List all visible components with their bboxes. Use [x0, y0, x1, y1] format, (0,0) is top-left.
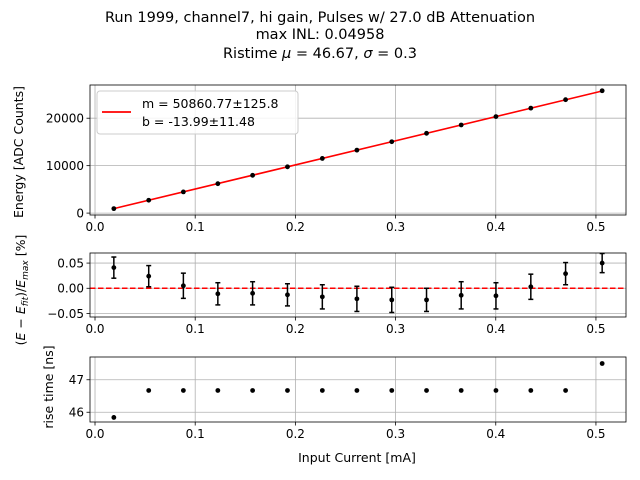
energy-vs-current-point-6: [319, 156, 325, 161]
rise-time-point-8: [389, 388, 395, 393]
legend-entry-b: b = -13.99±11.48: [142, 114, 255, 129]
rise-time-xtick-label-3: 0.3: [386, 427, 405, 441]
risetime-panel: 0.0 0.1 0.2 0.3 0.4 0.5 46 47: [69, 356, 627, 441]
inl-residuals-point-10: [458, 292, 464, 298]
rise-time-point-11: [493, 388, 499, 393]
inl-residuals-point-1: [146, 273, 152, 279]
energy-vs-current-point-0: [111, 206, 117, 212]
rise-time-ytick-label-0: 46: [69, 406, 84, 420]
inl-residuals-ytick-label-1: 0.00: [57, 282, 84, 296]
rise-time-xtick-label-2: 0.2: [286, 427, 305, 441]
energy-vs-current-point-11: [493, 114, 499, 119]
inl-residuals-point-13: [563, 271, 568, 277]
inl-residuals-point-8: [389, 297, 395, 303]
energy-vs-current-point-13: [563, 97, 568, 103]
rise-time-point-13: [563, 388, 568, 393]
inl-residuals-ytick-label-0: −0.05: [47, 307, 84, 321]
inl-residuals-frame: [89, 252, 627, 318]
legend-box: [96, 90, 299, 135]
rise-time-xtick-label-4: 0.4: [486, 427, 505, 441]
rise-time-frame: [89, 356, 627, 423]
risetime-ylabel: rise time [ns]: [41, 345, 56, 428]
inl-panel: 0.0 0.1 0.2 0.3 0.4 0.5 −0.05 0.00 0.05: [47, 252, 627, 336]
energy-vs-current-xtick-label-3: 0.3: [386, 220, 405, 234]
title-line-3: Ristime μ = 46.67, σ = 0.3: [223, 46, 417, 62]
rise-time-point-9: [424, 388, 429, 393]
rise-time-point-6: [319, 388, 325, 393]
energy-vs-current-xtick-label-0: 0.0: [85, 220, 104, 234]
energy-vs-current-xtick-label-5: 0.5: [586, 220, 605, 234]
energy-vs-current-ytick-label-2: 20000: [46, 112, 84, 126]
inl-residuals-xtick-label-3: 0.3: [386, 322, 405, 336]
inl-residuals-point-7: [354, 296, 360, 302]
energy-vs-current-point-10: [458, 122, 464, 128]
energy-vs-current-point-9: [424, 130, 429, 136]
rise-time-ytick-label-1: 47: [69, 373, 84, 387]
inl-residuals-point-14: [599, 260, 605, 266]
inl-residuals-point-2: [180, 283, 186, 289]
energy-vs-current-point-8: [389, 139, 395, 145]
rise-time-point-3: [215, 388, 221, 393]
energy-vs-current-point-3: [215, 181, 221, 187]
inl-residuals-xtick-label-1: 0.1: [186, 322, 205, 336]
energy-panel: 0.0 0.1 0.2 0.3 0.4 0.5 0 10000 20000: [46, 84, 627, 234]
energy-vs-current-xtick-label-4: 0.4: [486, 220, 505, 234]
energy-vs-current-point-2: [180, 189, 186, 195]
inl-residuals-xtick-label-5: 0.5: [586, 322, 605, 336]
rise-time-point-4: [250, 388, 256, 393]
inl-residuals-xtick-label-4: 0.4: [486, 322, 505, 336]
energy-vs-current-point-4: [250, 172, 256, 178]
inl-residuals-point-0: [111, 265, 117, 271]
rise-time-point-0: [111, 415, 117, 420]
energy-vs-current-point-7: [354, 147, 360, 153]
rise-time-point-14: [599, 361, 605, 366]
rise-time-xtick-label-0: 0.0: [85, 427, 104, 441]
inl-residuals-point-12: [528, 284, 534, 290]
inl-residuals-ytick-label-2: 0.05: [57, 256, 84, 270]
energy-vs-current-point-1: [146, 197, 152, 203]
energy-vs-current-ytick-label-1: 10000: [46, 159, 84, 173]
rise-time-xtick-label-1: 0.1: [186, 427, 205, 441]
energy-vs-current-point-5: [285, 164, 290, 170]
inl-ylabel: (E − Efit)/Emax [%]: [13, 235, 31, 346]
rise-time-point-5: [285, 388, 290, 393]
energy-vs-current-xtick-label-2: 0.2: [286, 220, 305, 234]
rise-time-point-10: [458, 388, 464, 393]
inl-residuals-point-5: [285, 292, 290, 298]
rise-time-point-1: [146, 388, 152, 393]
title-line-2: max INL: 0.04958: [256, 27, 385, 43]
inl-residuals-point-4: [250, 290, 256, 296]
title-line-1: Run 1999, channel7, hi gain, Pulses w/ 2…: [105, 10, 535, 26]
energy-vs-current-ytick-label-0: 0: [76, 206, 84, 220]
energy-ylabel: Energy [ADC Counts]: [11, 86, 26, 218]
rise-time-xtick-label-5: 0.5: [586, 427, 605, 441]
inl-residuals-xtick-label-0: 0.0: [85, 322, 104, 336]
energy-vs-current-frame: [89, 84, 627, 216]
inl-residuals-xtick-label-2: 0.2: [286, 322, 305, 336]
energy-vs-current-point-14: [599, 88, 605, 94]
rise-time-point-12: [528, 388, 534, 393]
inl-residuals-point-9: [424, 297, 429, 303]
xlabel: Input Current [mA]: [298, 450, 416, 465]
energy-vs-current-xtick-label-1: 0.1: [186, 220, 205, 234]
legend: m = 50860.77±125.8 b = -13.99±11.48: [96, 90, 299, 135]
rise-time-point-2: [180, 388, 186, 393]
rise-time-point-7: [354, 388, 360, 393]
inl-residuals-point-3: [215, 291, 221, 297]
inl-residuals-point-11: [493, 293, 499, 299]
inl-residuals-point-6: [319, 294, 325, 300]
legend-entry-m: m = 50860.77±125.8: [142, 96, 279, 111]
energy-vs-current-point-12: [528, 105, 534, 111]
